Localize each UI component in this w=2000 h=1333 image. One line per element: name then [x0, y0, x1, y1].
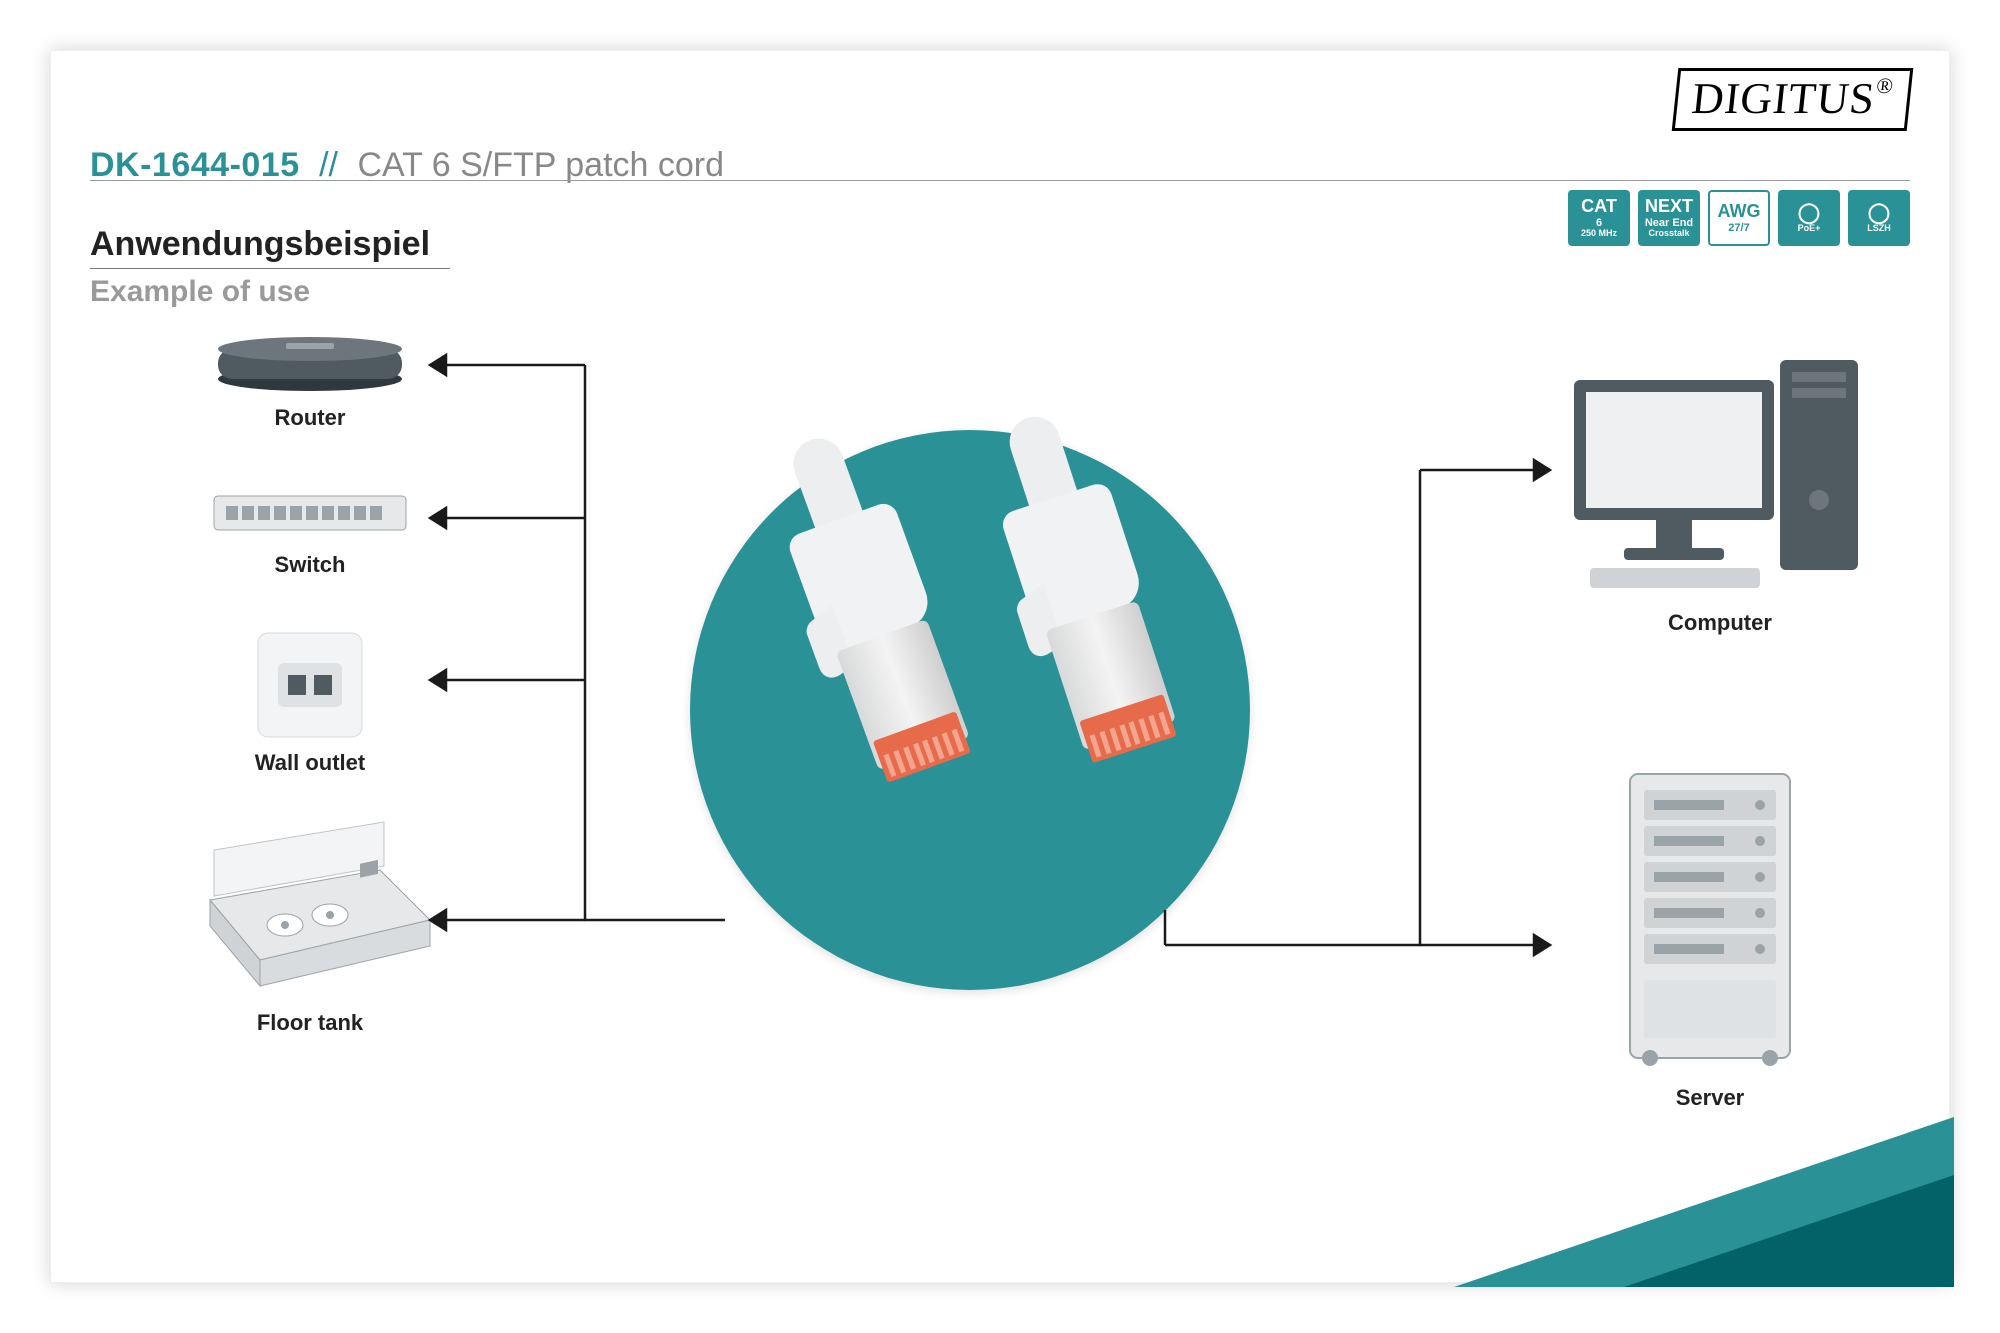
corner-accent-dark: [1624, 1175, 1954, 1287]
datasheet-page: DIGITUS® DK-1644-015 // CAT 6 S/FTP patc…: [50, 50, 1950, 1283]
connectors-svg: [50, 50, 1950, 1283]
